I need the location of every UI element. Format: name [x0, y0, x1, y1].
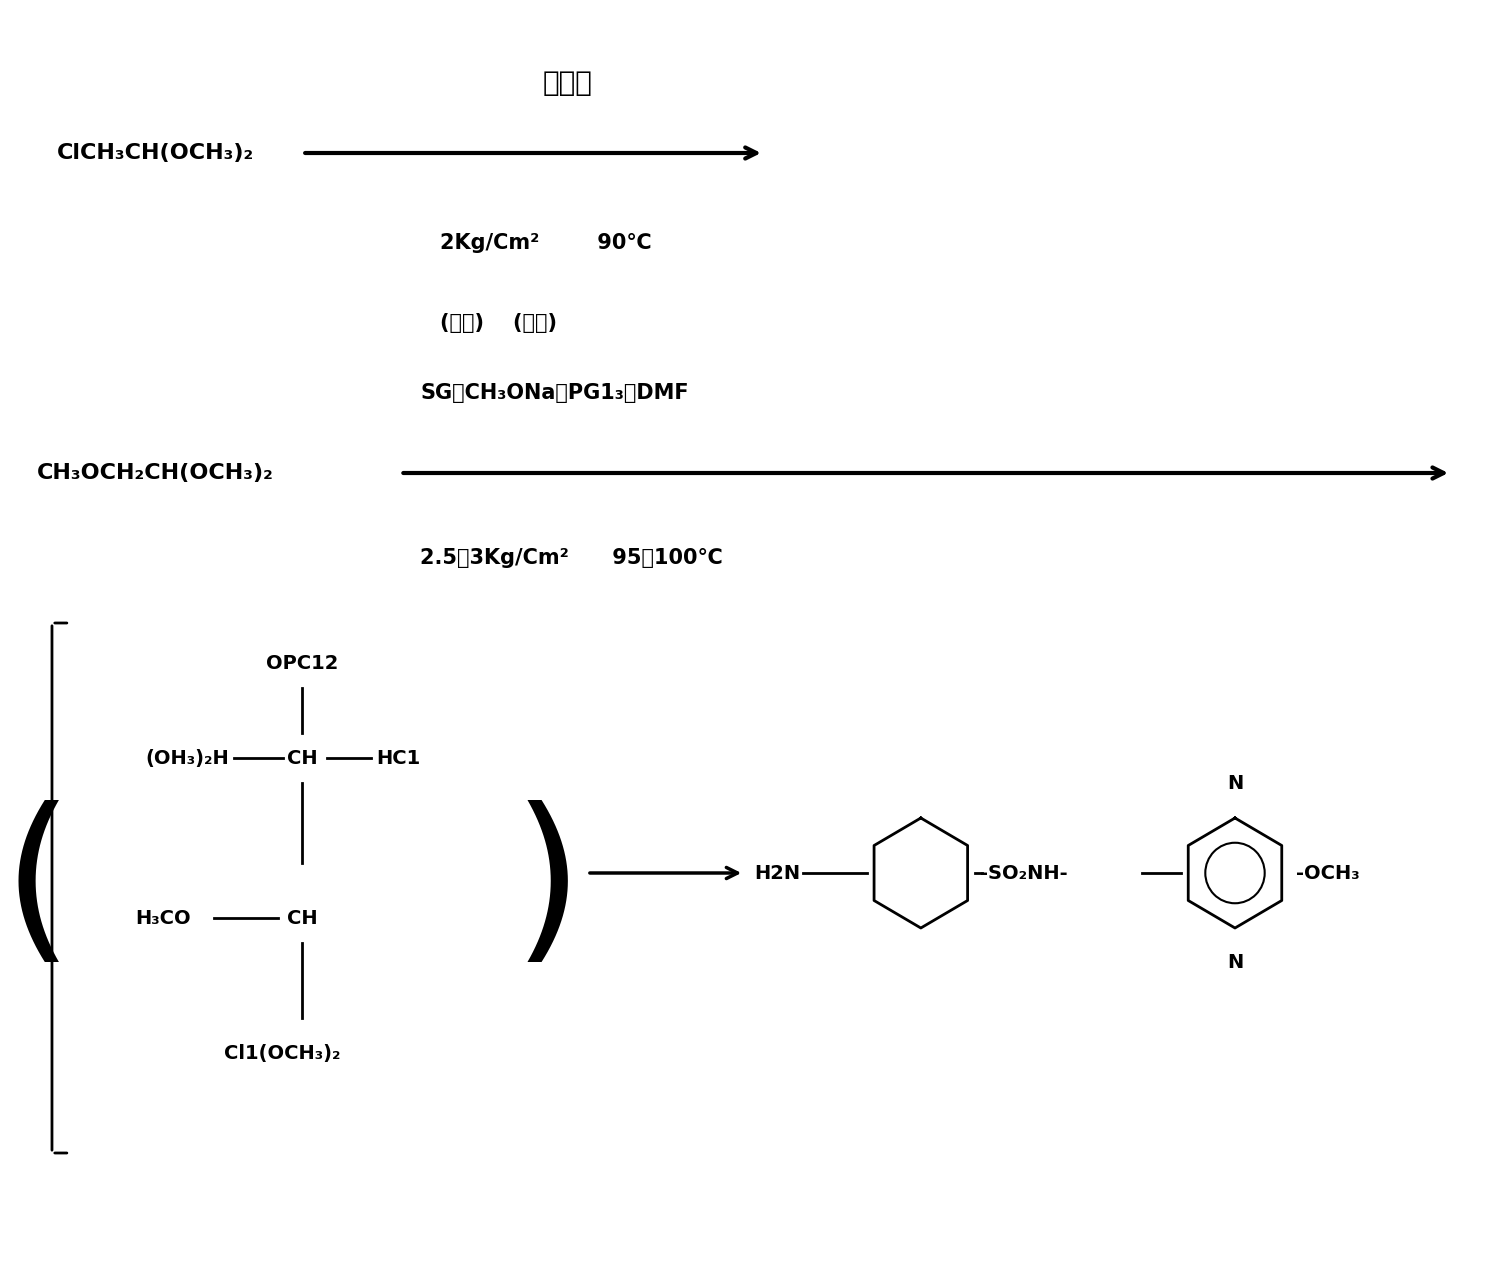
Text: 甲醇钓: 甲醇钓 — [543, 69, 593, 97]
Text: N: N — [1227, 774, 1244, 793]
Text: 2Kg/Cm²        90℃: 2Kg/Cm² 90℃ — [439, 233, 651, 253]
Text: Cl1(OCH₃)₂: Cl1(OCH₃)₂ — [224, 1044, 340, 1063]
Text: OPC12: OPC12 — [266, 653, 338, 672]
Text: (OH₃)₂H: (OH₃)₂H — [146, 749, 229, 768]
Text: SG、CH₃ONa、PG1₃、DMF: SG、CH₃ONa、PG1₃、DMF — [420, 383, 689, 404]
Text: H2N: H2N — [754, 863, 800, 882]
Text: (加碱)    (环合): (加碱) (环合) — [439, 313, 556, 334]
Text: ): ) — [513, 799, 584, 976]
Text: (: ( — [2, 799, 72, 976]
Text: -SO₂NH-: -SO₂NH- — [979, 863, 1068, 882]
Text: HC1: HC1 — [376, 749, 420, 768]
Text: ClCH₃CH(OCH₃)₂: ClCH₃CH(OCH₃)₂ — [57, 143, 254, 163]
Text: CH₃OCH₂CH(OCH₃)₂: CH₃OCH₂CH(OCH₃)₂ — [38, 463, 274, 482]
Text: 2.5～3Kg/Cm²      95～100℃: 2.5～3Kg/Cm² 95～100℃ — [420, 547, 723, 568]
Text: CH: CH — [287, 749, 317, 768]
Text: H₃CO: H₃CO — [135, 909, 191, 928]
Text: -OCH₃: -OCH₃ — [1296, 863, 1360, 882]
Text: CH: CH — [287, 909, 317, 928]
Text: N: N — [1227, 953, 1244, 973]
